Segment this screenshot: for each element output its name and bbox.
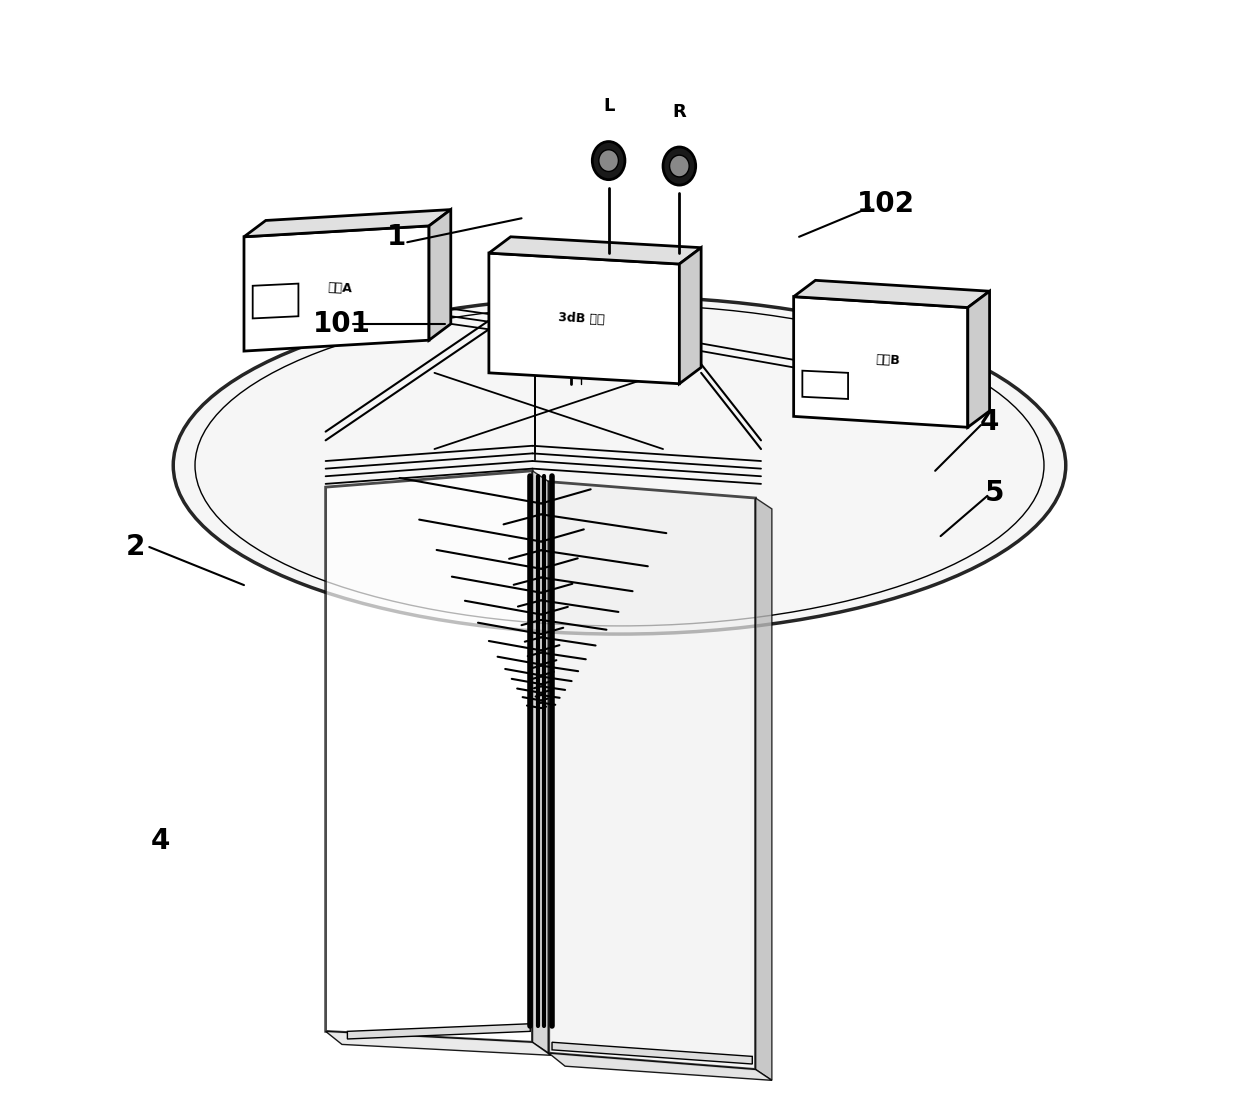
Polygon shape: [549, 1054, 772, 1081]
Ellipse shape: [663, 147, 695, 185]
Polygon shape: [756, 498, 772, 1081]
Text: 巴伦B: 巴伦B: [876, 352, 901, 366]
Text: 巴伦A: 巴伦A: [327, 281, 352, 295]
Polygon shape: [803, 371, 847, 399]
Text: 5: 5: [985, 478, 1005, 507]
Polygon shape: [244, 225, 429, 351]
Text: R: R: [673, 103, 686, 120]
Text: 2: 2: [125, 533, 145, 561]
Ellipse shape: [173, 296, 1066, 635]
Polygon shape: [968, 291, 990, 428]
Ellipse shape: [592, 141, 624, 179]
Text: 4: 4: [150, 827, 170, 854]
Polygon shape: [489, 253, 679, 384]
Polygon shape: [533, 470, 549, 1054]
Text: 102: 102: [857, 190, 916, 218]
Polygon shape: [794, 280, 990, 307]
Ellipse shape: [598, 150, 618, 172]
Polygon shape: [794, 296, 968, 428]
Polygon shape: [549, 481, 756, 1070]
Polygon shape: [553, 1043, 752, 1064]
Polygon shape: [244, 210, 451, 236]
Ellipse shape: [669, 155, 689, 177]
Polygon shape: [326, 1032, 551, 1056]
Text: 3dB 耦合: 3dB 耦合: [558, 311, 605, 326]
Polygon shape: [679, 247, 701, 384]
Text: 1: 1: [387, 223, 406, 251]
Polygon shape: [489, 236, 701, 264]
Polygon shape: [326, 470, 533, 1043]
Text: L: L: [603, 97, 615, 115]
Polygon shape: [429, 210, 451, 340]
Text: 4: 4: [980, 408, 1000, 435]
Polygon shape: [347, 1024, 530, 1039]
Polygon shape: [253, 283, 299, 318]
Text: 101: 101: [313, 310, 370, 338]
